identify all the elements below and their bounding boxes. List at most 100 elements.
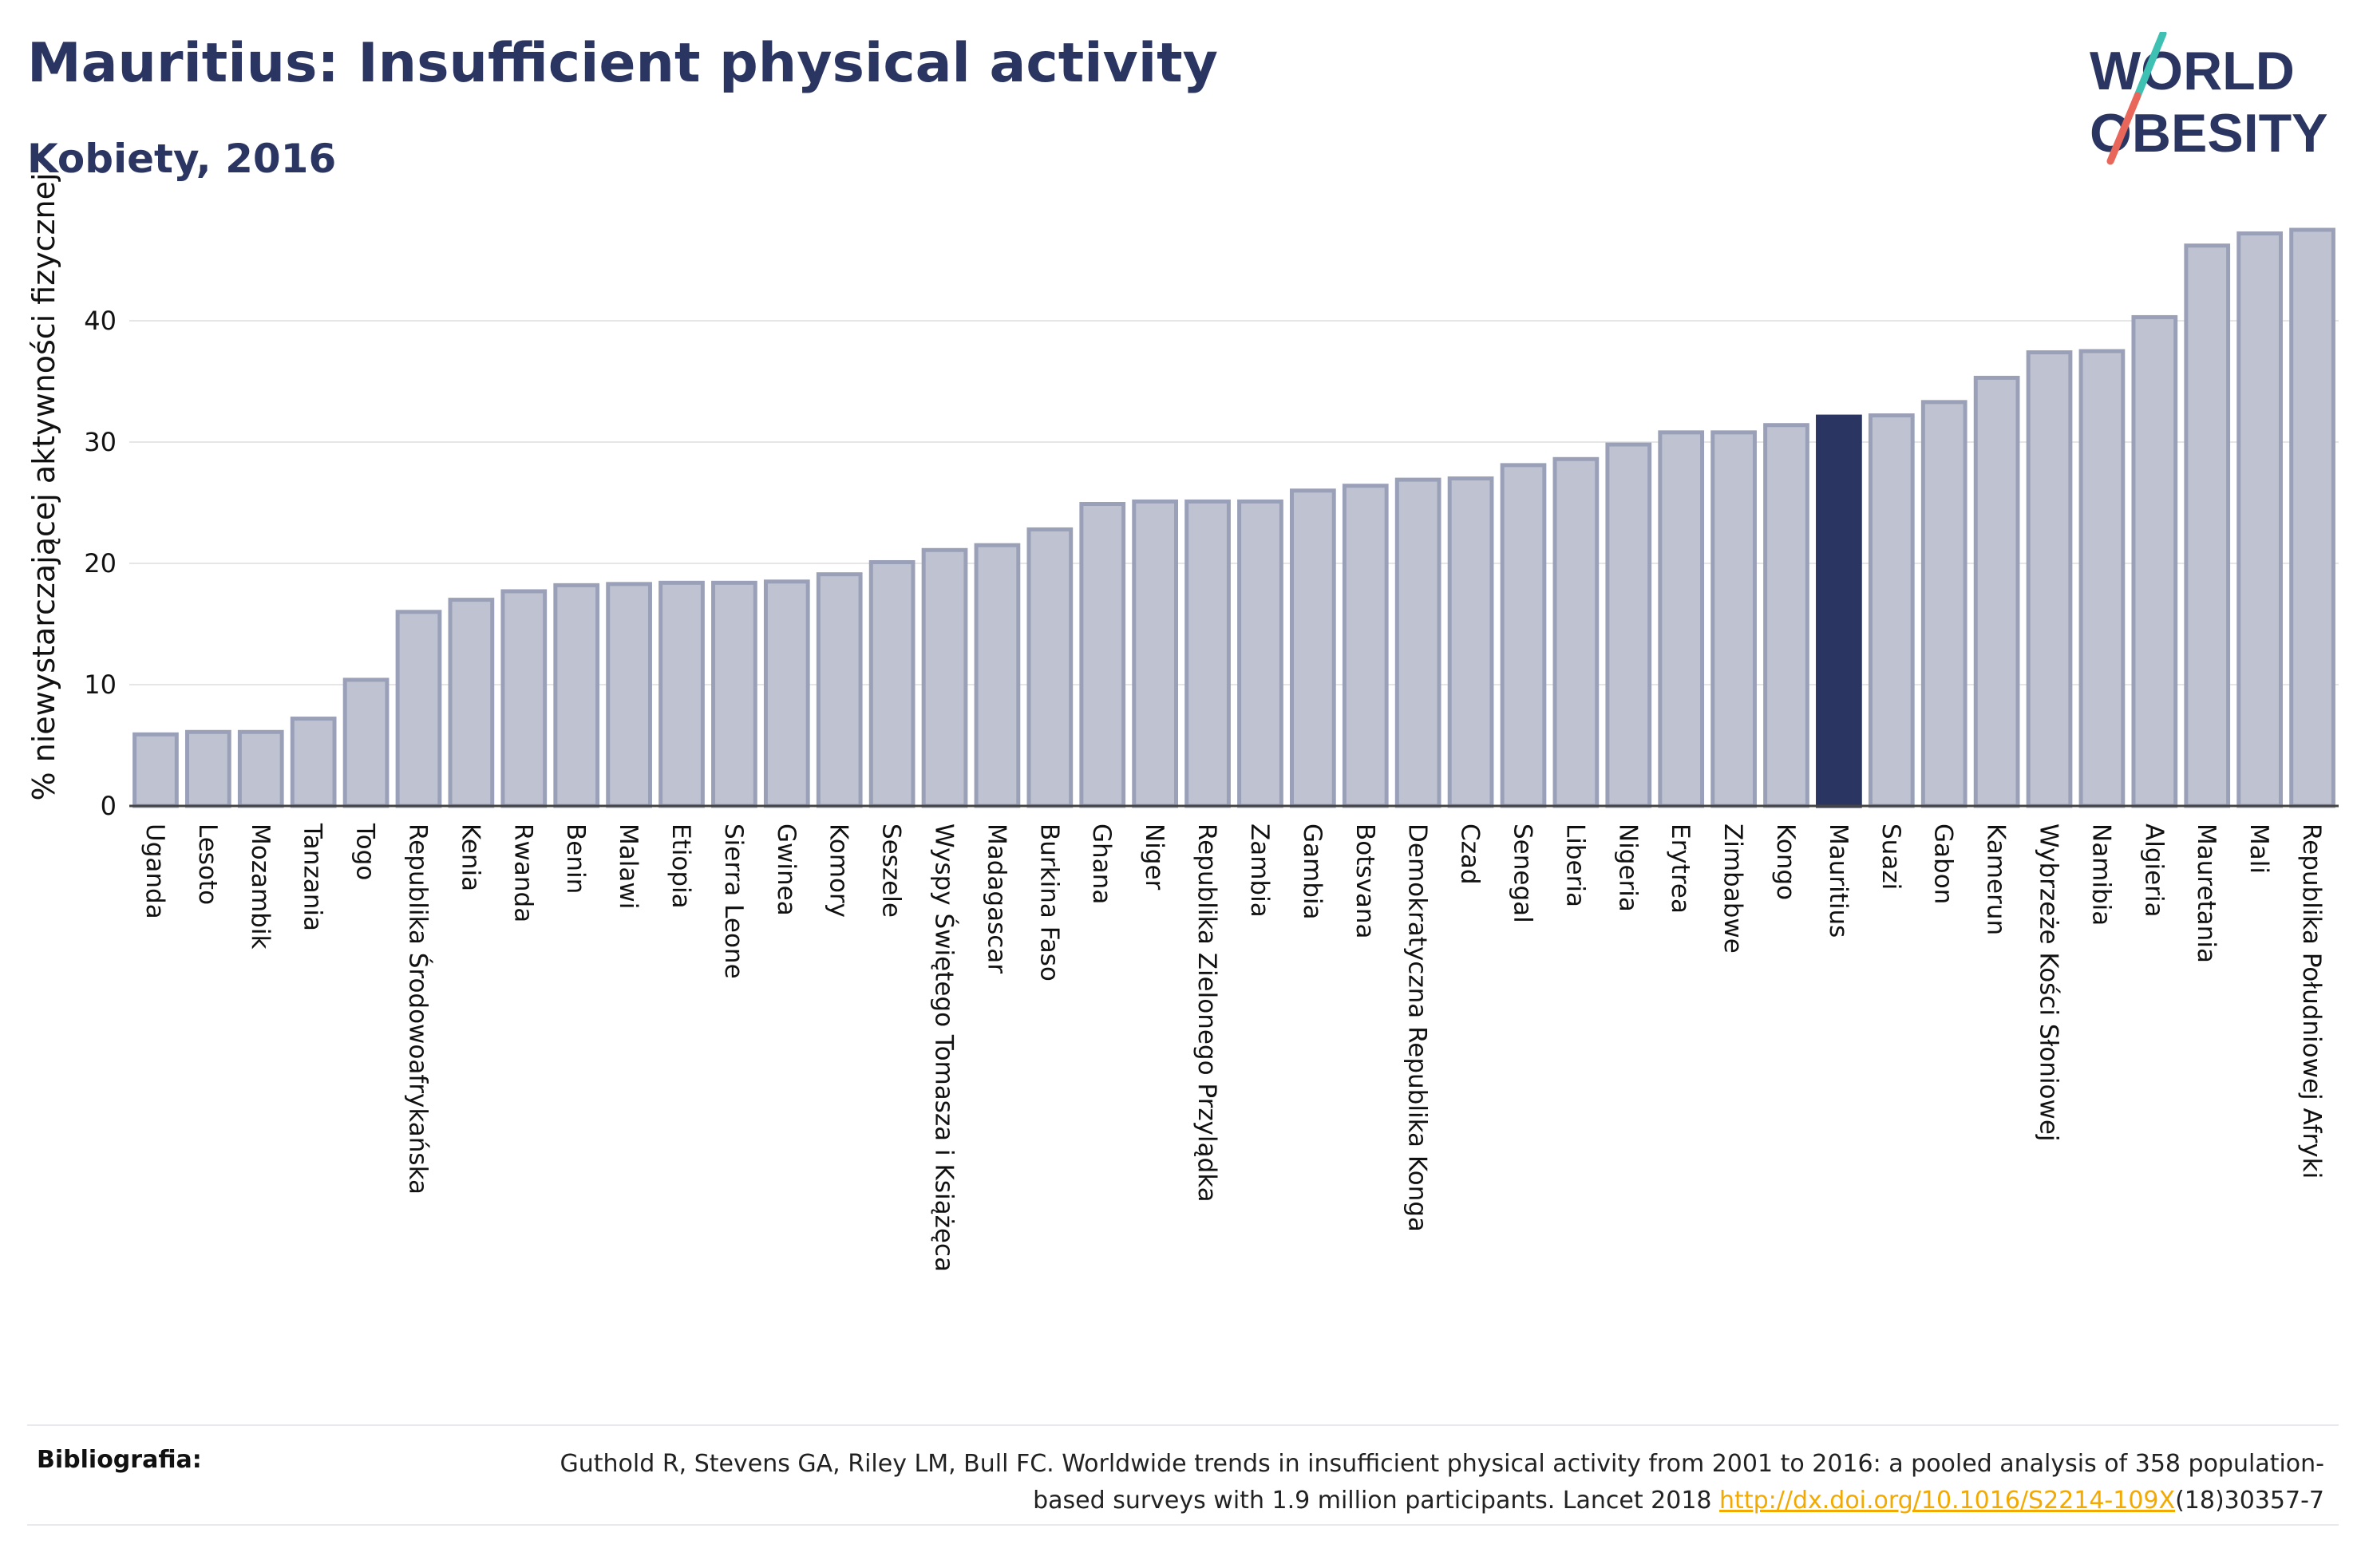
x-tick-label: Senegal [1508,823,1536,923]
bar [237,729,284,808]
x-tick-label: Suazi [1877,823,1905,890]
x-tick-label: Seszele [877,823,906,918]
x-tick-label: Kamerun [1982,823,2011,935]
bar [816,572,863,808]
x-tick-label: Madagascar [982,823,1010,974]
bar [1552,456,1600,808]
chart-title: Mauritius: Insufficient physical activit… [27,32,1218,95]
bar [342,677,390,808]
x-tick-label: Zimbabwe [1718,823,1747,954]
y-axis-label: % niewystarczającej aktywności fizycznej [26,172,61,800]
references-citation-end: (18)30357-7 [2175,1487,2324,1515]
bar [868,559,916,808]
x-tick-label: Lesoto [193,823,222,905]
x-tick-label: Demokratyczna Republika Konga [1403,823,1432,1232]
x-tick-label: Malawi [614,823,643,909]
x-tick-label: Tanzania [299,823,327,931]
bar [1500,463,1547,808]
bar [290,717,337,808]
logo-slash-bottom [2106,92,2142,165]
bar [1447,476,1494,808]
bar [1605,442,1652,808]
bar [1920,400,1968,808]
x-tick-label: Benin [561,823,590,894]
bar [1026,527,1074,808]
y-tick-label: 30 [84,427,117,457]
x-tick-label: Kenia [456,823,484,891]
grid-lines [129,320,2339,685]
x-tick-label: Wyspy Świętego Tomasza i Książęca [930,823,959,1272]
axes: 0 10 20 30 40 % niewystarczającej aktywności … [26,172,2339,821]
bar [500,589,548,808]
bar [2026,350,2073,808]
references-doi-link[interactable]: http://dx.doi.org/10.1016/S2214-109X [1719,1487,2176,1515]
references-citation: Guthold R, Stevens GA, Riley LM, Bull FC… [560,1450,2324,1515]
x-tick-label: Algieria [2139,823,2168,918]
separator-bottom [27,1524,2339,1526]
x-tick-label: Gabon [1929,823,1958,904]
logo-slash-top [2134,32,2167,100]
bar [711,580,757,808]
x-tick-label: Gambia [1298,823,1327,920]
x-tick-label: Mauritius [1824,823,1853,938]
x-tick-label: Republika Południowej Afryki [2297,823,2326,1179]
bar [448,598,495,808]
x-tick-label: Liberia [1560,823,1589,907]
bar [132,732,179,808]
y-tick-label: 20 [84,548,117,579]
bar-chart: 0 10 20 30 40 % niewystarczającej aktywności … [26,172,2339,1272]
bar-highlight [1816,414,1862,808]
bar [1237,499,1283,808]
bar [974,543,1021,808]
x-tick-label: Mauretania [2192,823,2221,963]
y-tick-label: 10 [84,669,117,700]
x-tick-label: Kongo [1771,823,1800,900]
bar [763,579,810,808]
x-tick-label: Namibia [2086,823,2115,926]
bars [132,227,2335,808]
x-tick-label: Sierra Leone [719,823,748,979]
y-tick-label: 40 [84,306,117,336]
bar [1079,502,1126,808]
x-tick-label: Republika Zielonego Przylądka [1192,823,1221,1203]
x-tick-label: Etiopia [666,823,695,909]
bar [2289,227,2335,808]
x-tick-label: Mali [2244,823,2273,874]
logo-line-1: WORLD [2090,41,2295,101]
bar [553,583,600,808]
x-tick-label: Mozambik [246,823,275,949]
category-labels: Uganda Lesoto Mozambik Tanzania Togo Republik… [140,823,2326,1272]
x-tick-label: Niger [1140,823,1169,891]
x-tick-label: Burkina Faso [1034,823,1063,981]
bar [2184,243,2231,808]
y-tick-label: 0 [101,791,117,821]
x-tick-label: Botsvana [1351,823,1379,939]
bar [1289,488,1336,808]
x-tick-label: Komory [825,823,853,918]
bar [921,547,968,808]
bar [1658,430,1705,808]
bar [1763,423,1809,808]
bar [1868,413,1915,808]
references-text: Guthold R, Stevens GA, Riley LM, Bull FC… [488,1446,2324,1519]
bar [1184,499,1231,808]
bar [184,729,231,808]
world-obesity-logo: WORLD OBESITY [2090,32,2328,165]
bar [2131,314,2178,808]
bar [1973,375,2020,808]
bar [2078,349,2126,808]
bar [1710,430,1757,808]
chart-subtitle: Kobiety, 2016 [27,136,337,182]
bar [1132,499,1179,808]
x-tick-label: Zambia [1245,823,1274,918]
bar [606,582,652,808]
bar [658,580,705,808]
x-tick-label: Rwanda [508,823,537,922]
x-tick-label: Nigeria [1613,823,1642,912]
x-tick-label: Togo [351,823,380,880]
x-tick-label: Wybrzeże Kości Słoniowej [2035,823,2063,1142]
bar [2236,231,2284,808]
x-tick-label: Gwinea [772,823,801,916]
bar [395,610,442,808]
x-tick-label: Uganda [140,823,169,919]
